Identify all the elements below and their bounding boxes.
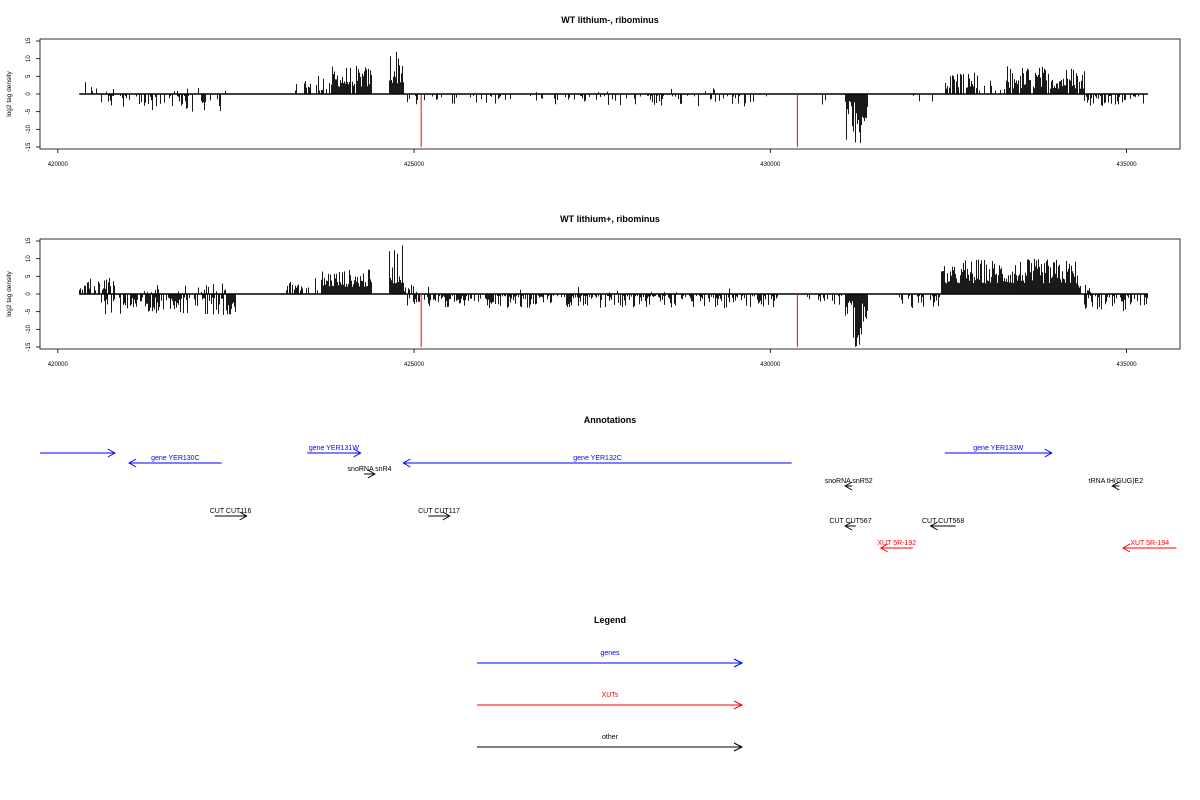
annotation-label: XUT 5R-194 (1130, 540, 1169, 547)
x-tick-label: 420000 (48, 362, 69, 368)
legend-title: Legend (594, 615, 626, 625)
annotation-label: CUT CUT568 (922, 518, 964, 525)
arrow-head (239, 511, 248, 521)
arrow-head (1121, 543, 1131, 553)
density-bars (79, 51, 1148, 144)
annotation-other: CUT CUT568 (922, 518, 964, 531)
panel-title: WT lithium+, ribominus (560, 214, 660, 224)
legend-item-xut: XUTs (477, 692, 744, 710)
y-axis-label: log2 tag density (6, 70, 13, 116)
arrow-head (402, 458, 411, 468)
annotation-gene (40, 448, 116, 458)
annotation-xut: XUT 5R-194 (1121, 540, 1177, 553)
annotation-other: snoRNA snR52 (825, 478, 873, 491)
arrow-head (353, 448, 362, 458)
arrow-head (367, 469, 376, 479)
annotation-gene: gene YER130C (128, 455, 222, 468)
panel-title: WT lithium-, ribominus (561, 15, 659, 25)
y-tick-label: 10 (26, 55, 32, 62)
x-tick-label: 425000 (404, 362, 425, 368)
arrow-head (879, 543, 888, 553)
legend-items: genes XUTs other (477, 650, 744, 752)
legend-label: XUTs (602, 692, 619, 699)
arrow-head (107, 448, 116, 458)
annotation-label: gene YER130C (151, 455, 200, 462)
x-tick-label: 435000 (1117, 362, 1138, 368)
annotation-gene: gene YER133W (944, 445, 1053, 458)
y-tick-label: 0 (26, 92, 32, 96)
y-axis-label: log2 tag density (6, 270, 13, 316)
legend-item-other: other (477, 734, 744, 752)
annotation-other: CUT CUT116 (210, 508, 252, 521)
annotation-label: gene YER133W (973, 445, 1023, 452)
arrow-head (1111, 481, 1120, 491)
annotation-other: snoRNA snR4 (348, 466, 392, 479)
density-bars (79, 245, 1148, 347)
annotation-label: tRNA tH(GUG)E2 (1089, 478, 1144, 485)
x-tick-label: 435000 (1117, 162, 1138, 168)
x-tick-label: 420000 (48, 162, 69, 168)
arrow-head (1044, 448, 1053, 458)
y-tick-label: 0 (26, 292, 32, 296)
annotations-title: Annotations (584, 415, 637, 425)
annotation-other: tRNA tH(GUG)E2 (1089, 478, 1144, 491)
y-tick-label: 5 (26, 74, 32, 78)
annotation-label: CUT CUT116 (210, 508, 252, 515)
axes: 15 10 5 0 -5 -10 -15 420000 425000 430000 435000 (26, 37, 1137, 168)
annotation-gene: gene YER132C (402, 455, 792, 468)
legend-label: genes (600, 650, 620, 657)
y-tick-label: -15 (26, 142, 32, 151)
arrow-head (733, 742, 744, 752)
red-markers (420, 294, 798, 347)
annotation-label: gene YER132C (573, 455, 622, 462)
y-tick-label: 10 (26, 255, 32, 262)
arrow-head (844, 481, 853, 491)
annotation-other: CUT CUT117 (418, 508, 460, 521)
legend-label: other (602, 734, 619, 741)
annotation-gene: gene YER131W (307, 445, 362, 458)
density-bar (79, 245, 1148, 347)
arrow-head (733, 658, 744, 668)
annotation-other: CUT CUT567 (829, 518, 872, 531)
y-tick-label: -5 (26, 108, 32, 114)
y-tick-label: 15 (26, 237, 32, 244)
annotation-label: snoRNA snR52 (825, 478, 873, 485)
x-tick-label: 425000 (404, 162, 425, 168)
track-panel-lithium-minus: WT lithium-, ribominus log2 tag density … (6, 15, 1181, 168)
annotation-label: CUT CUT567 (829, 518, 871, 525)
y-tick-label: -15 (26, 342, 32, 351)
arrow-head (844, 521, 853, 531)
arrow-head (929, 521, 938, 531)
annotation-xut: XUT 5R-192 (877, 540, 916, 553)
x-tick-label: 430000 (760, 162, 781, 168)
y-tick-label: 15 (26, 37, 32, 44)
annotation-label: gene YER131W (309, 445, 359, 452)
legend-item-gene: genes (477, 650, 744, 668)
annotation-label: snoRNA snR4 (348, 466, 392, 473)
annotation-items: gene YER130C gene YER131W gene YER132C gene… (40, 445, 1177, 553)
x-tick-label: 430000 (760, 362, 781, 368)
y-tick-label: -10 (26, 324, 32, 333)
arrow-head (128, 458, 137, 468)
annotation-label: CUT CUT117 (418, 508, 460, 515)
annotation-label: XUT 5R-192 (877, 540, 916, 547)
track-panel-lithium-plus: WT lithium+, ribominus log2 tag density … (6, 214, 1181, 368)
red-markers (420, 94, 798, 147)
y-tick-label: 5 (26, 274, 32, 278)
arrow-head (733, 700, 744, 710)
y-tick-label: -10 (26, 124, 32, 133)
axes: 15 10 5 0 -5 -10 -15 420000 425000 430000 435000 (26, 237, 1137, 368)
arrow-head (442, 511, 451, 521)
y-tick-label: -5 (26, 308, 32, 314)
legend: Legend genes XUTs other (477, 615, 744, 752)
density-bar (85, 51, 1144, 144)
